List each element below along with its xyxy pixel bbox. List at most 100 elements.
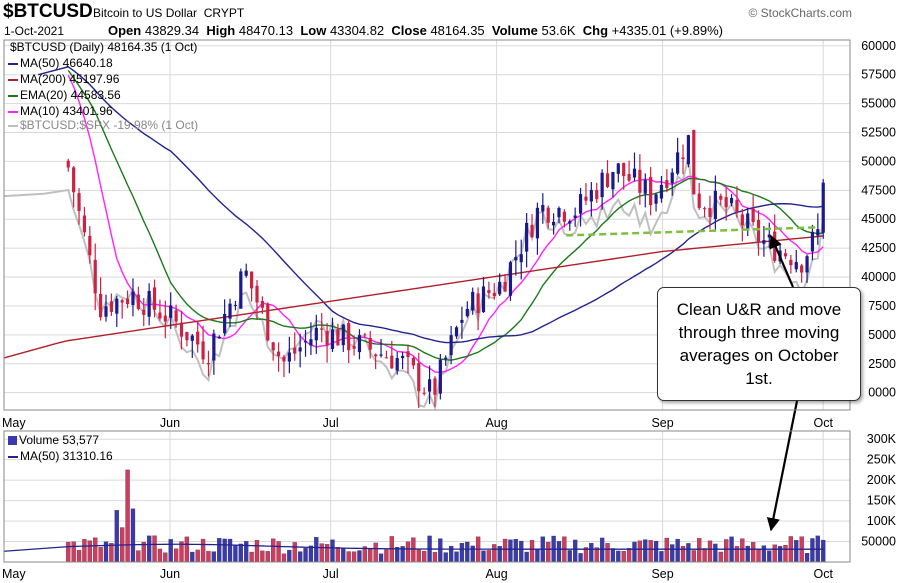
legend-ma50: MA(50) 46640.18 [8,56,113,70]
bar-body [611,171,615,190]
price-bar [719,193,723,206]
price-bar [66,158,70,172]
price-bar [514,240,518,276]
bar-body [465,308,469,317]
legend-ma10-text: MA(10) 43401.96 [20,104,113,118]
price-bar [724,186,728,221]
support-line [566,226,818,237]
price-bar [260,296,264,315]
price-bar [816,213,820,245]
legend-volume: Volume 53,577 [8,433,99,447]
bar-body [713,190,717,219]
price-bar [303,329,308,357]
bar-body [729,197,734,204]
volume-tick-label: 200K [867,473,897,487]
price-bar [541,193,545,224]
price-bar [374,353,378,370]
price-bar [406,344,410,374]
bar-body [88,235,92,256]
volume-bar [422,550,427,563]
volume-bar [384,549,389,563]
volume-bar [292,542,297,563]
volume-bar [227,538,233,563]
month-label: Jun [160,567,180,581]
bar-body [341,324,345,346]
volume-bar [821,539,826,563]
price-bar [740,208,744,242]
price-bar [185,331,189,347]
bar-body [276,351,281,357]
price-bar [783,248,788,260]
bar-body [584,196,588,201]
volume-bar [335,547,341,563]
price-bar [697,182,701,210]
volume-bar [616,550,621,563]
volume-bar [756,548,761,563]
ma10-swatch [8,110,18,113]
bar-body [136,294,140,309]
bar-body [740,214,744,226]
bar-body [201,341,205,360]
bar-body [605,173,610,187]
volume-bar [66,541,71,563]
bar-body [573,215,577,218]
volume-bar [157,548,163,563]
legend-ema20-text: EMA(20) 44583.56 [20,88,121,102]
bar-body [190,335,194,341]
legend-vol-ma-text: MA(50) 31310.16 [20,449,113,463]
bar-body [271,342,275,351]
price-bar [400,351,405,370]
price-bar [573,207,577,227]
price-bar [320,313,324,343]
price-bar [363,332,367,339]
bar-body [568,221,572,224]
bar-body [525,222,529,252]
price-bar [751,195,755,226]
volume-bar [324,544,330,563]
bar-body [325,331,329,346]
symbol-name: Bitcoin to US Dollar CRYPT [93,6,244,20]
bar-body [595,190,599,200]
price-bar [481,277,486,313]
bar-body [266,303,270,341]
volume-bar [664,537,669,563]
volume-bar [308,545,314,563]
price-bar [163,300,167,339]
volume-bar [443,552,448,563]
bar-body [762,240,766,244]
bar-body [481,286,486,313]
price-bar [390,340,394,369]
price-bar [551,213,556,235]
volume-bar [281,553,287,563]
volume-bar [659,551,664,563]
bar-body [514,257,518,261]
volume-tick-label: 250K [867,453,897,467]
price-bar [460,306,464,339]
bar-body [298,347,302,352]
price-tick-label: 55000 [861,97,896,111]
price-bar [93,243,97,311]
bar-body [681,157,685,160]
bar-body [120,300,124,303]
month-label: Jun [160,416,180,430]
volume-bar [217,538,222,563]
price-bar [449,326,453,365]
volume-bar [546,541,551,563]
bar-body [649,176,653,206]
bar-body [255,285,259,303]
bar-body [697,193,701,208]
ema20-swatch [8,94,18,97]
volume-bar [244,541,249,563]
bar-body [347,323,351,351]
price-bar [444,355,448,366]
volume-bar [136,550,141,563]
volume-bar [724,539,729,563]
month-label: Oct [814,567,834,581]
bar-body [616,163,620,174]
bar-body [287,352,291,362]
bar-body [233,304,238,306]
bar-body [260,300,264,308]
volume-bar [211,551,217,563]
volume-bar [76,550,82,563]
close-label: Close [391,23,427,38]
